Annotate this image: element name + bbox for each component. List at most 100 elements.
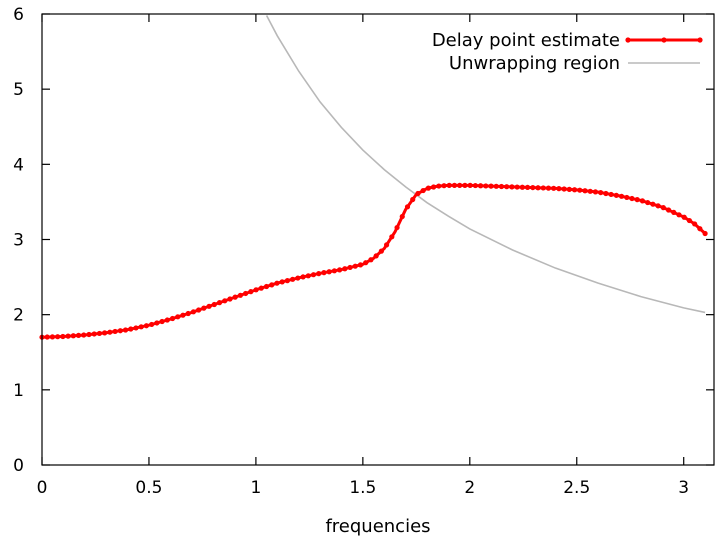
data-point <box>159 318 165 325</box>
data-point <box>326 269 332 275</box>
data-point <box>190 309 197 315</box>
data-point <box>305 273 311 279</box>
data-point <box>321 270 327 276</box>
legend-label-delay-point-estimate: Delay point estimate <box>432 30 620 51</box>
data-point <box>196 307 202 313</box>
data-point <box>535 185 541 191</box>
data-point <box>107 329 113 335</box>
data-point <box>263 283 270 290</box>
data-point <box>639 198 646 204</box>
data-point <box>347 264 353 271</box>
data-point <box>258 285 264 291</box>
data-point <box>493 183 499 189</box>
data-point <box>70 333 76 339</box>
data-point <box>310 272 317 278</box>
data-point <box>269 282 275 288</box>
data-point <box>686 217 693 224</box>
data-point <box>164 317 170 323</box>
data-point <box>618 193 625 199</box>
data-point <box>587 188 593 194</box>
data-point <box>128 326 134 332</box>
data-point <box>389 234 395 240</box>
x-axis-label: frequencies <box>325 516 430 537</box>
data-point <box>399 213 405 220</box>
data-point <box>237 292 244 298</box>
data-point <box>274 280 280 286</box>
data-point <box>462 182 468 188</box>
data-point <box>488 183 494 189</box>
data-point <box>143 323 150 329</box>
data-point <box>457 182 463 188</box>
data-point <box>96 330 103 337</box>
data-point <box>676 212 682 218</box>
data-point <box>467 182 473 188</box>
data-point <box>692 221 698 227</box>
data-point <box>86 331 92 338</box>
data-point <box>577 187 583 193</box>
data-point <box>102 330 108 336</box>
data-point <box>509 184 515 190</box>
data-point <box>232 294 238 300</box>
data-point <box>248 289 254 295</box>
data-point <box>122 327 129 333</box>
data-point <box>613 192 619 198</box>
legend-marker <box>625 37 631 43</box>
data-point <box>530 184 536 191</box>
series-line-delay-point-estimate <box>41 183 707 339</box>
x-tick-label: 1 <box>250 478 261 498</box>
data-point <box>425 185 431 191</box>
data-point <box>284 278 290 284</box>
data-point <box>404 204 411 210</box>
data-point <box>65 333 71 339</box>
data-point <box>472 182 478 189</box>
data-point <box>279 279 285 285</box>
data-point <box>441 183 447 189</box>
data-point <box>655 203 661 209</box>
data-point <box>149 321 155 328</box>
data-point <box>634 197 640 203</box>
y-tick-label: 0 <box>13 456 24 476</box>
data-point <box>514 184 520 190</box>
data-point <box>55 334 61 340</box>
data-point <box>671 209 677 216</box>
data-point <box>253 287 259 293</box>
data-point <box>592 189 599 195</box>
data-point <box>551 185 557 191</box>
data-point <box>290 276 296 282</box>
data-point <box>352 263 358 269</box>
data-point <box>582 188 588 194</box>
data-point <box>243 290 249 297</box>
data-point <box>337 267 343 273</box>
data-point <box>415 190 421 197</box>
data-point <box>504 184 510 190</box>
data-point <box>222 298 228 304</box>
data-point <box>316 271 322 277</box>
data-point <box>608 191 614 198</box>
data-point <box>216 300 223 306</box>
data-point <box>477 183 484 189</box>
axes: 0 0.5 1 1.5 2 2.5 3 0 1 2 3 4 5 6 <box>13 5 714 498</box>
data-point <box>211 301 217 308</box>
y-tick-label: 1 <box>13 381 24 401</box>
data-point <box>603 190 609 197</box>
data-point <box>394 224 400 231</box>
data-point <box>331 268 337 274</box>
series-line-unwrapping-region <box>265 15 706 314</box>
data-point <box>112 328 118 335</box>
data-point <box>227 296 233 302</box>
data-point <box>566 186 572 192</box>
data-point <box>430 184 437 190</box>
data-point <box>645 199 651 206</box>
data-point <box>660 205 666 211</box>
data-point <box>368 257 374 263</box>
data-point <box>524 184 531 191</box>
x-tick-label: 0 <box>37 478 48 498</box>
data-point <box>498 183 505 190</box>
y-tick-label: 6 <box>13 5 24 25</box>
data-point <box>650 201 656 207</box>
x-tick-label: 2 <box>464 478 475 498</box>
data-point <box>138 324 144 330</box>
data-point <box>384 242 390 248</box>
data-point <box>91 331 97 337</box>
plot-area <box>39 15 708 340</box>
